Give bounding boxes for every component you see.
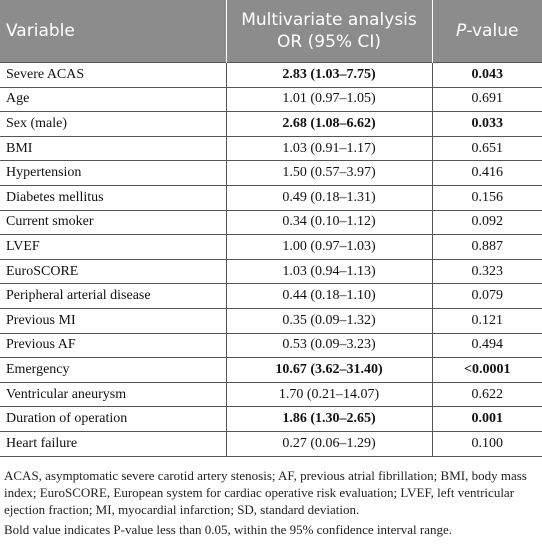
footnote: ACAS, asymptomatic severe carotid artery… [4,467,527,517]
table-row: Severe ACAS 2.83 (1.03–7.75) 0.043 [0,62,542,88]
table-row: Previous AF 0.53 (0.09–3.23) 0.494 [0,332,542,359]
table-cell: Duration of operation [0,406,227,432]
table-cell: 0.35 (0.09–1.32) [225,307,433,334]
header-text: OR (95% CI) [277,32,381,52]
table-row: Diabetes mellitus 0.49 (0.18–1.31) 0.156 [0,184,542,211]
table-cell: 0.49 (0.18–1.31) [225,184,433,211]
table-cell: Peripheral arterial disease [0,283,227,309]
table-cell: Age [0,86,227,113]
table-body: Severe ACAS 2.83 (1.03–7.75) 0.043 Age 1.01 … [0,62,542,457]
table-cell: LVEF [0,234,227,260]
table-cell: Previous AF [0,332,227,359]
table-cell: 10.67 (3.62–31.40) [225,357,433,383]
table-cell: 1.00 (0.97–1.03) [225,234,433,260]
table-cell: Emergency [0,357,227,383]
table-cell: 0.691 [431,86,542,113]
table-cell: 0.121 [431,307,542,334]
table-cell: 1.86 (1.30–2.65) [225,406,433,432]
table-row: EuroSCORE 1.03 (0.94–1.13) 0.323 [0,258,542,285]
table-cell: 1.50 (0.57–3.97) [225,160,433,186]
table-cell: 0.323 [431,258,542,285]
table-cell: BMI [0,135,227,162]
table-cell: Previous MI [0,307,227,334]
table-cell: 1.03 (0.94–1.13) [225,258,433,285]
table-row: Age 1.01 (0.97–1.05) 0.691 [0,86,542,113]
table-cell: 2.68 (1.08–6.62) [225,111,433,137]
table-cell: 0.887 [431,234,542,260]
table-row: Ventricular aneurysm 1.70 (0.21–14.07) 0.6… [0,381,542,408]
table-cell: 0.34 (0.10–1.12) [225,209,433,236]
table-cell: 0.079 [431,283,542,309]
table-cell: Heart failure [0,430,227,457]
table-cell: 0.44 (0.18–1.10) [225,283,433,309]
footnote: Bold value indicates P-value less than 0… [4,521,453,537]
header-text: P [456,21,467,41]
header-cell: Multivariate analysis OR (95% CI) [226,0,433,63]
table-cell: 0.100 [431,430,542,457]
table-cell: 0.27 (0.06–1.29) [225,430,433,457]
table-cell: 0.416 [431,160,542,186]
table-cell: Diabetes mellitus [0,184,227,211]
table-cell: 2.83 (1.03–7.75) [225,62,433,88]
table-row: Heart failure 0.27 (0.06–1.29) 0.100 [0,430,542,457]
table-cell: Current smoker [0,209,227,236]
table-row: Hypertension 1.50 (0.57–3.97) 0.416 [0,160,542,186]
table-cell: Severe ACAS [0,62,227,88]
table-cell: EuroSCORE [0,258,227,285]
table-cell: 0.001 [431,406,542,432]
table-row: Current smoker 0.34 (0.10–1.12) 0.092 [0,209,542,236]
table-row: Emergency 10.67 (3.62–31.40) <0.0001 [0,357,542,383]
header-row: Variable Multivariate analysis OR (95% CI… [0,0,542,63]
table-cell: Ventricular aneurysm [0,381,227,408]
footnotes: ACAS, asymptomatic severe carotid artery… [0,457,542,538]
table-cell: <0.0001 [431,357,542,383]
table-row: BMI 1.03 (0.91–1.17) 0.651 [0,135,542,162]
table-cell: 0.043 [431,62,542,88]
table-cell: 1.01 (0.97–1.05) [225,86,433,113]
table-row: Duration of operation 1.86 (1.30–2.65) 0.0… [0,406,542,432]
results-table: Variable Multivariate analysis OR (95% CI… [0,0,542,457]
table-cell: 0.494 [431,332,542,359]
table-row: LVEF 1.00 (0.97–1.03) 0.887 [0,234,542,260]
table-cell: Hypertension [0,160,227,186]
table-cell: 1.70 (0.21–14.07) [225,381,433,408]
header-cell: P-value [432,0,542,63]
table-cell: 0.53 (0.09–3.23) [225,332,433,359]
table-cell: 0.033 [431,111,542,137]
table-cell: 0.622 [431,381,542,408]
table-row: Previous MI 0.35 (0.09–1.32) 0.121 [0,307,542,334]
table-cell: 0.651 [431,135,542,162]
table-row: Peripheral arterial disease 0.44 (0.18–1.… [0,283,542,309]
header-text: -value [466,21,519,41]
table-cell: 0.156 [431,184,542,211]
table-row: Sex (male) 2.68 (1.08–6.62) 0.033 [0,111,542,137]
header-text: Multivariate analysis [241,10,417,30]
table-cell: 1.03 (0.91–1.17) [225,135,433,162]
table-cell: 0.092 [431,209,542,236]
header-cell: Variable [0,0,227,63]
table-cell: Sex (male) [0,111,227,137]
